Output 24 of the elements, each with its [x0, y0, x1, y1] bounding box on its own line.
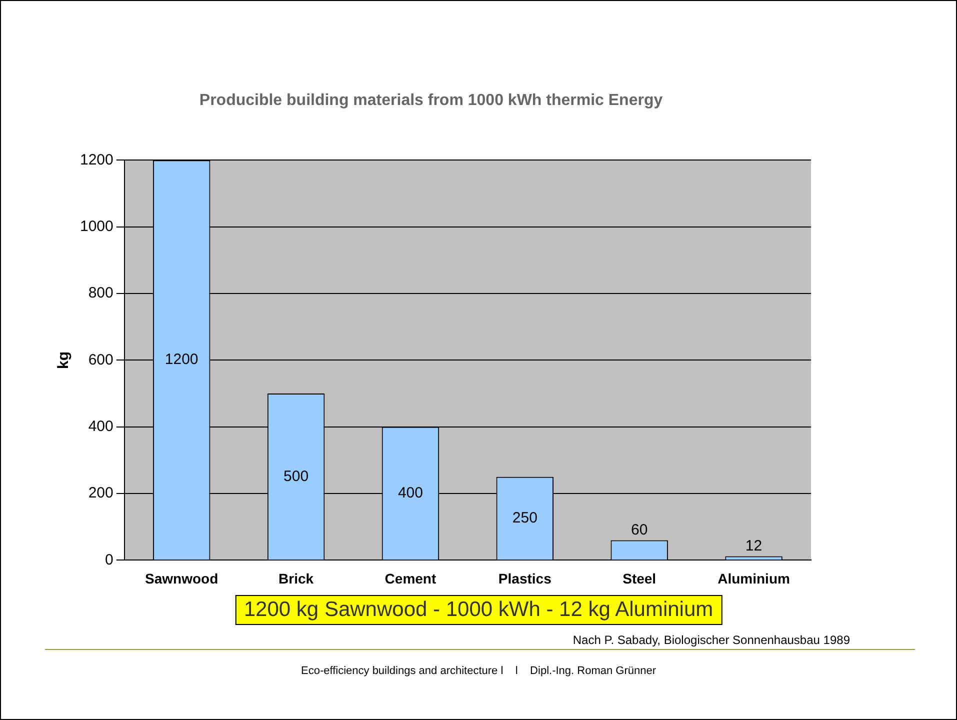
y-tick-label: 1200 [80, 151, 114, 168]
data-label: 500 [284, 468, 309, 485]
x-tick-label: Brick [278, 570, 314, 586]
y-tick-label: 400 [88, 418, 114, 436]
y-tick-label: 200 [88, 484, 114, 502]
data-label: 400 [398, 484, 423, 502]
x-tick-label: Plastics [498, 570, 552, 586]
data-label: 1200 [164, 351, 198, 368]
y-tick-label: 1000 [80, 218, 114, 236]
y-tick-label: 0 [105, 551, 114, 568]
data-label: 60 [631, 521, 648, 538]
x-tick-label: Sawnwood [145, 570, 218, 586]
text: Eco-efficiency buildings and architecture l l Dipl.-Ing. Roman Grünner [300, 665, 658, 677]
data-label: 12 [745, 537, 762, 554]
x-tick-label: Steel [622, 570, 656, 586]
data-label: 250 [512, 509, 538, 526]
chart-title: Producible building materials from 1000 kWh thermic Energy [199, 92, 663, 110]
x-tick-label: Aluminium [718, 570, 790, 586]
text: 1200 kg Sawnwood - 1000 kWh - 12 kg Aluminium [234, 595, 722, 625]
y-tick-label: 800 [88, 284, 114, 302]
text: Nach P. Sabady, Biologischer Sonnenhausbau 1989 [572, 633, 850, 647]
x-tick-label: Cement [384, 570, 436, 586]
y-tick-label: 600 [88, 351, 114, 368]
y-axis-title: kg [55, 351, 72, 369]
